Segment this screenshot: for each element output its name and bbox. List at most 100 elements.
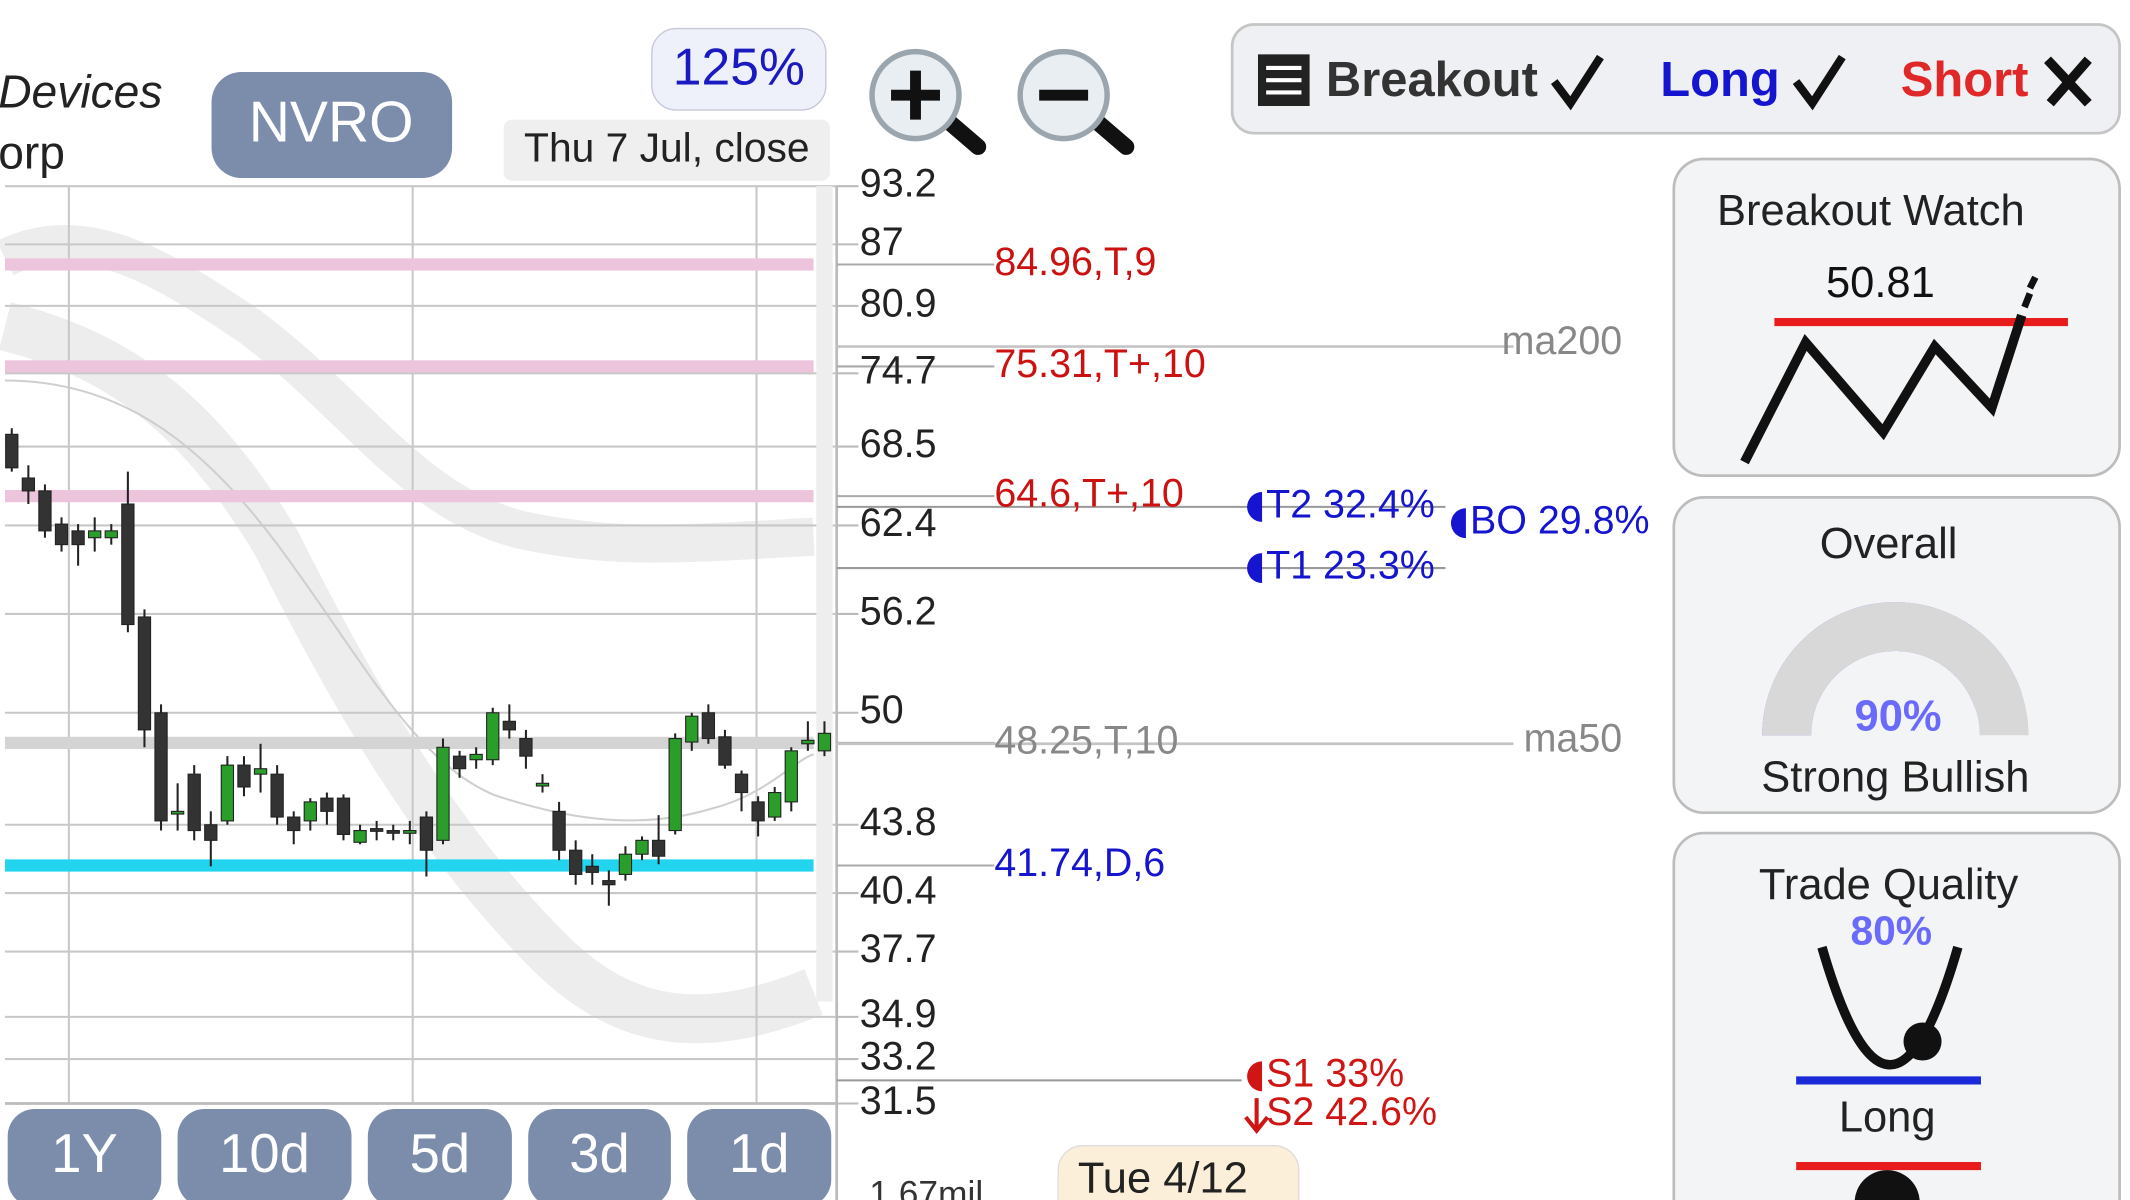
candle-body [403,830,417,834]
ticker[interactable]: NVRO [249,90,414,154]
candle-body [685,715,699,743]
candle-body [519,738,533,757]
y-tick-label: 62.4 [860,501,937,545]
candle-body [287,816,301,832]
period-button[interactable] [177,1108,352,1200]
filter-label[interactable]: Breakout [1326,53,1538,107]
candle-body [817,732,832,752]
y-tick-label: 87 [860,220,904,264]
menu-icon[interactable] [1257,54,1310,107]
grid [4,185,859,1105]
candle-body [21,477,36,492]
target-marker [1247,491,1263,522]
period-label[interactable]: 3d [569,1123,629,1184]
level-label: 75.31,T+,10 [994,342,1205,386]
candle-body [204,824,218,841]
gauge-value: 90% [1855,692,1942,740]
level-label: 41.74,D,6 [994,841,1165,885]
candle-body [386,830,400,834]
y-tick-label: 74.7 [860,349,937,393]
volume: 1.67mil [869,1174,983,1200]
zoom-out[interactable] [1017,48,1135,155]
candle-body [552,810,566,851]
gauge-track [1762,602,2029,736]
zoom-level[interactable]: 125% [673,37,805,95]
y-tick-label: 34.9 [860,992,937,1036]
scroll-strip [816,186,833,1002]
panel[interactable] [1672,157,2121,478]
period-button[interactable] [367,1108,512,1200]
candle-body [585,865,599,873]
date-chip-label: Tue 4/12 [1078,1154,1248,1200]
check-icon [1792,54,1846,111]
candle-body [253,768,268,775]
candle-body [502,720,516,731]
candle-body [668,738,682,832]
period-label[interactable]: 1d [729,1123,789,1184]
candle-body [336,797,351,835]
candle-body [170,810,185,815]
period-label[interactable]: 1Y [51,1123,118,1184]
ticker-button[interactable] [211,72,453,179]
level-band [4,360,814,373]
candles [5,428,832,906]
candle-body [718,736,732,766]
candle-body [768,792,782,818]
candle-body [651,839,666,857]
filter-label[interactable]: Short [1901,53,2029,107]
candle-body [369,828,384,832]
candle-body [5,433,19,469]
y-tick-label: 80.9 [860,281,937,325]
ma-label: ma200 [1502,319,1623,363]
levels [4,258,1514,1082]
quality-icon [1854,1170,1920,1200]
date-chip [1057,1144,1300,1200]
filter-label[interactable]: Long [1660,53,1780,107]
quality-value: 80% [1850,907,1932,953]
rating: Strong Bullish [1761,754,2029,802]
period-label[interactable]: 5d [410,1123,470,1184]
candle-body [187,773,201,832]
period-button[interactable] [7,1108,162,1200]
candle-body [469,753,483,761]
candle-body [569,849,583,875]
candle-body [54,523,69,546]
cross-icon [2044,56,2092,107]
candle-body [121,503,135,626]
candle-body [88,530,102,539]
candle-body [602,880,616,886]
candle-body [237,764,251,788]
y-tick-label: 93.2 [860,162,937,206]
candle-body [270,773,284,818]
target-label: T2 32.4% [1266,482,1435,526]
breakout-price: 50.81 [1826,259,1935,307]
zoom-in[interactable] [869,48,987,155]
period-buttons: 1Y 10d 5d 3d 1d [7,1108,832,1200]
panel[interactable] [1672,831,2121,1200]
candle-body [303,801,317,822]
period-button[interactable] [528,1108,671,1200]
quality-ball [1903,1022,1942,1061]
period-button[interactable] [687,1108,832,1200]
target-marker [1247,553,1263,584]
zoom-level-box[interactable] [651,27,827,111]
y-tick-label: 37.7 [860,927,937,971]
pattern-icon [1740,313,2027,465]
level-band [4,258,814,271]
y-tick-label: 31.5 [860,1079,937,1123]
quality-curve [1817,945,1963,1070]
period-label[interactable]: 10d [219,1123,310,1184]
panel-title: Trade Quality [1759,861,2019,909]
company-name: Devices [0,65,162,117]
panel-title: Overall [1820,520,1958,568]
level-label: 64.6,T+,10 [994,472,1184,516]
target-marker [1247,1061,1263,1092]
direction: Long [1839,1093,1936,1141]
candle-body [71,530,85,546]
candle-body [154,712,168,822]
y-tick-label: 56.2 [860,589,937,633]
candle-body [784,750,798,803]
down-arrow [1244,1098,1270,1134]
candle-body [751,801,765,822]
level-band [4,490,814,503]
